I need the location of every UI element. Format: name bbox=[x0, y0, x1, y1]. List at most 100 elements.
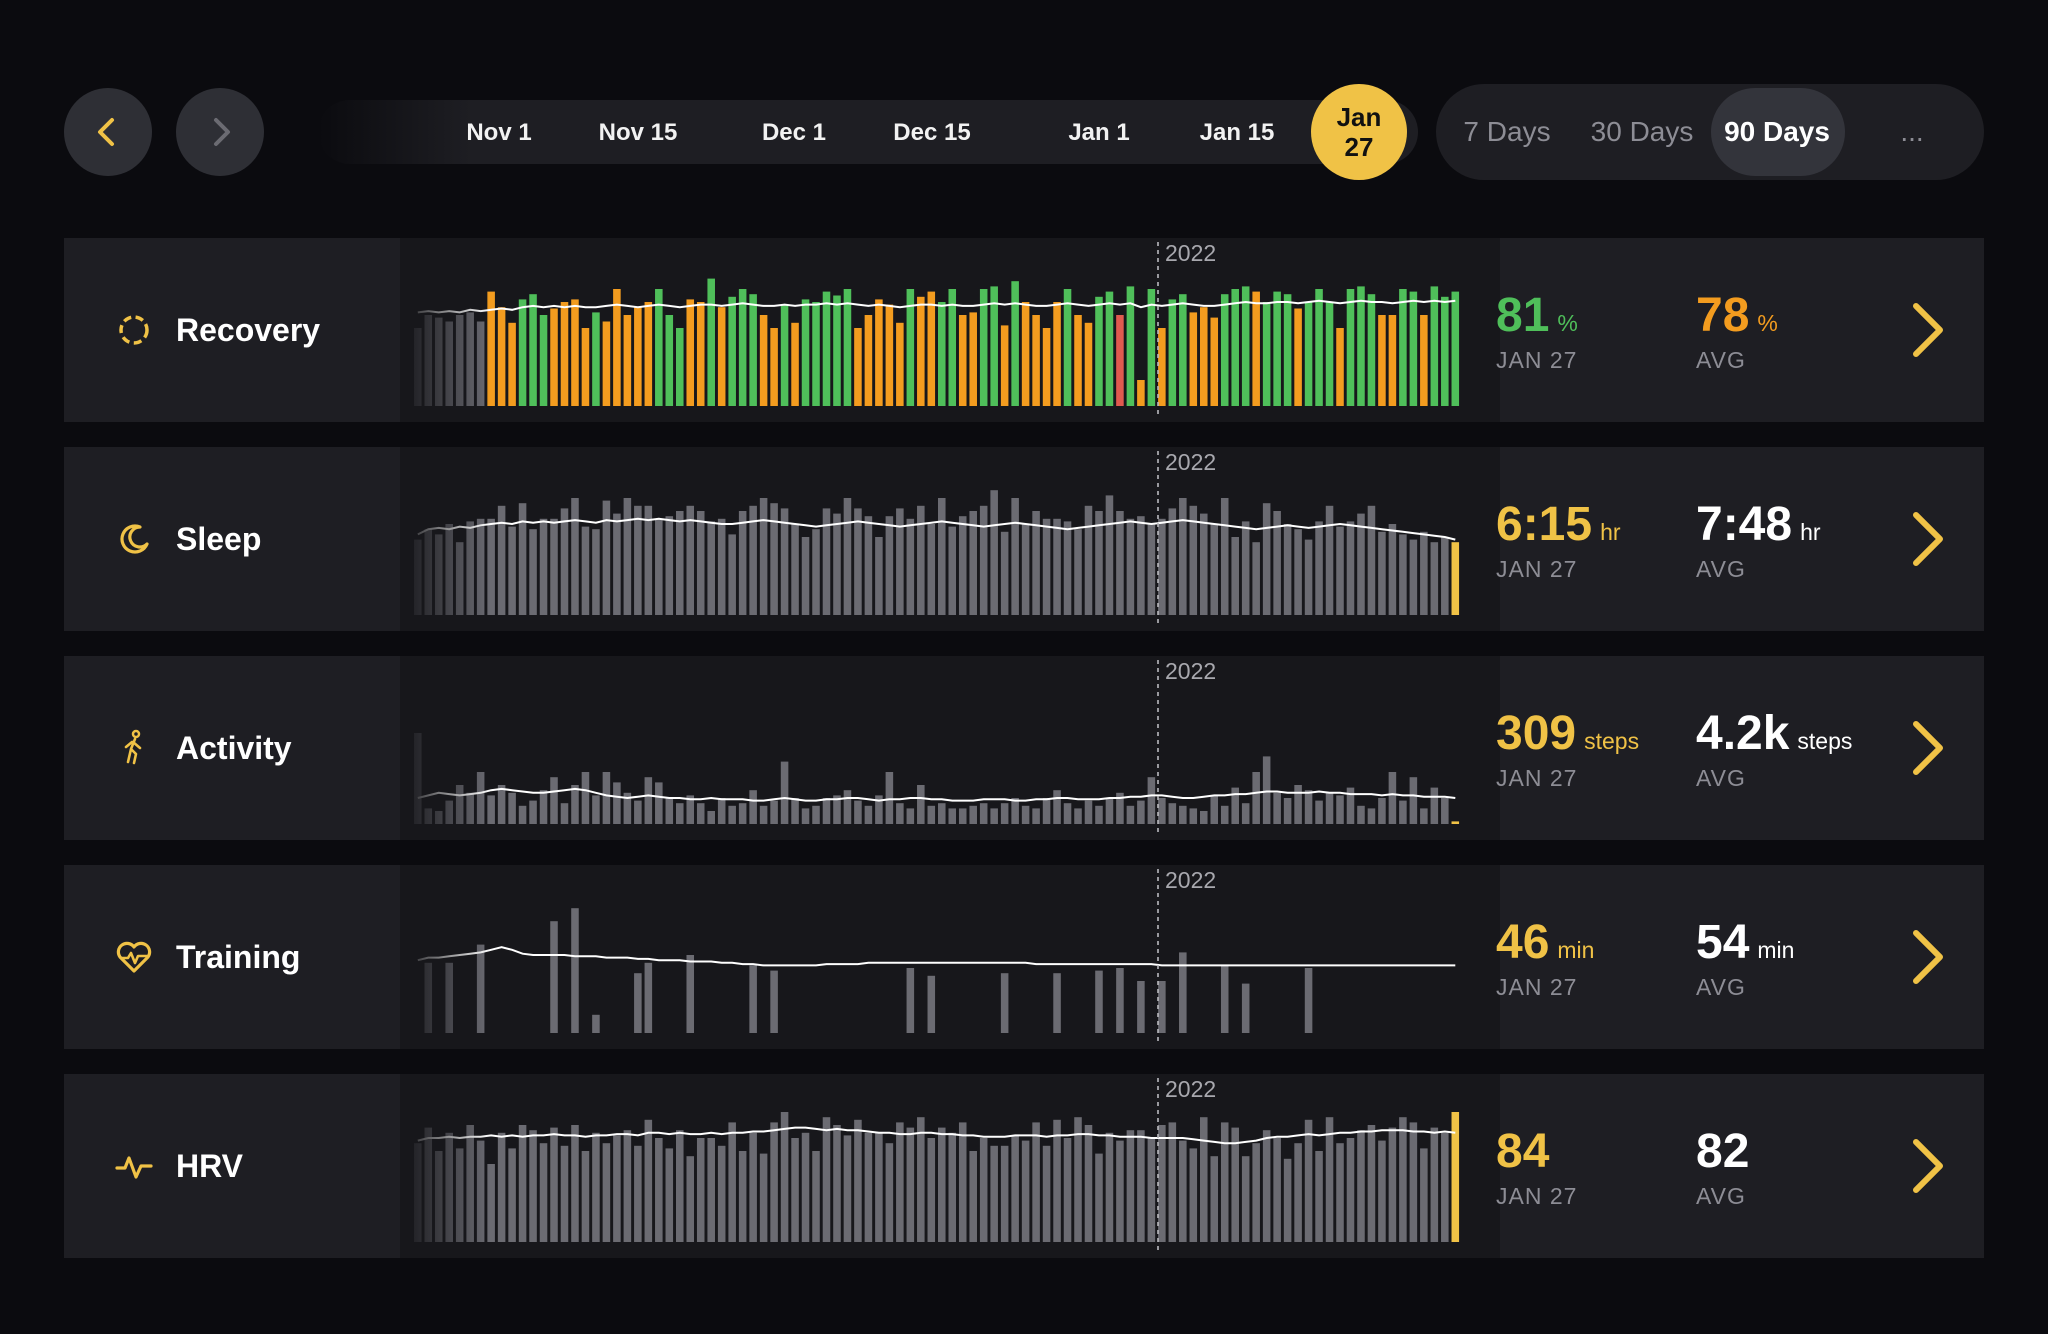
metric-stats-panel[interactable] bbox=[1436, 1074, 1984, 1258]
chevron-right-icon[interactable] bbox=[1894, 1134, 1958, 1198]
metric-chart-svg bbox=[400, 656, 1460, 840]
timeline-label-jan-1[interactable]: Jan 1 bbox=[1068, 119, 1130, 146]
bar bbox=[1220, 294, 1229, 406]
range-90-days[interactable]: 90 Days bbox=[1724, 116, 1830, 147]
trend-line bbox=[417, 299, 1456, 314]
year-divider-label: 2022 bbox=[1165, 867, 1217, 893]
bar bbox=[1147, 289, 1156, 406]
bar bbox=[1336, 1143, 1344, 1242]
bar bbox=[927, 291, 936, 406]
bar bbox=[979, 505, 988, 615]
bar bbox=[623, 792, 632, 824]
chevron-right-icon[interactable] bbox=[1894, 298, 1958, 362]
bar bbox=[906, 518, 915, 615]
bar bbox=[728, 534, 736, 615]
bar bbox=[1357, 805, 1365, 824]
bar bbox=[759, 498, 768, 615]
year-divider-label: 2022 bbox=[1165, 658, 1217, 684]
range-more[interactable]: ... bbox=[1900, 116, 1924, 147]
bar bbox=[1441, 798, 1449, 824]
bar bbox=[1200, 307, 1208, 406]
metric-stats-panel[interactable] bbox=[1436, 238, 1984, 422]
today-stat: 84 JAN 27 bbox=[1496, 1124, 1577, 1210]
metric-row-sleep: Sleep 2022 6:15 hr JAN 27 7:48 hr AVG bbox=[64, 447, 1984, 631]
bar bbox=[979, 803, 988, 824]
previous-button[interactable] bbox=[64, 88, 152, 176]
range-30-days[interactable]: 30 Days bbox=[1590, 116, 1694, 147]
timeline-label-nov-15[interactable]: Nov 15 bbox=[598, 119, 678, 146]
bar bbox=[613, 782, 621, 824]
bar bbox=[1430, 1127, 1439, 1242]
chart-fade bbox=[400, 447, 490, 631]
bar bbox=[592, 1132, 600, 1242]
bar bbox=[1032, 1122, 1040, 1242]
timeline-label-nov-1[interactable]: Nov 1 bbox=[466, 119, 532, 146]
metric-chart[interactable]: 2022 bbox=[400, 447, 1500, 631]
timeline-label-jan-15[interactable]: Jan 15 bbox=[1199, 119, 1275, 146]
bar bbox=[833, 295, 841, 406]
chevron-right-icon[interactable] bbox=[1894, 507, 1958, 571]
avg-stat: 4.2k steps AVG bbox=[1696, 706, 1852, 792]
bar bbox=[1273, 511, 1281, 615]
metric-name: HRV bbox=[176, 1148, 243, 1184]
pulse-line-icon bbox=[115, 1156, 153, 1179]
bar bbox=[676, 1130, 684, 1242]
metric-stats-panel[interactable] bbox=[1436, 656, 1984, 840]
bar bbox=[854, 800, 862, 824]
timeline-label-dec-15[interactable]: Dec 15 bbox=[893, 119, 971, 146]
bar bbox=[1116, 1140, 1124, 1242]
bar bbox=[1053, 973, 1061, 1033]
metric-label-panel[interactable]: Training bbox=[64, 865, 400, 1049]
timeline-track[interactable] bbox=[318, 100, 1418, 164]
bar bbox=[1262, 302, 1271, 406]
bar bbox=[969, 312, 977, 406]
next-button[interactable] bbox=[176, 88, 264, 176]
chevron-right-icon[interactable] bbox=[1894, 925, 1958, 989]
metric-label-panel[interactable]: HRV bbox=[64, 1074, 400, 1258]
bar bbox=[1095, 1153, 1103, 1242]
metric-chart[interactable]: 2022 bbox=[400, 656, 1500, 840]
chevron-right-icon[interactable] bbox=[1894, 716, 1958, 780]
avg-stat: 54 min AVG bbox=[1696, 915, 1794, 1001]
bar bbox=[1346, 787, 1355, 824]
chevron-right-icon bbox=[214, 118, 230, 146]
bar bbox=[1294, 785, 1302, 824]
metric-label-panel[interactable]: Recovery bbox=[64, 238, 400, 422]
metric-name: Activity bbox=[176, 730, 292, 766]
bar bbox=[1105, 495, 1114, 615]
metric-chart[interactable]: 2022 bbox=[400, 865, 1500, 1049]
selected-date-bubble[interactable]: Jan 27 bbox=[1311, 84, 1407, 180]
bar bbox=[1126, 286, 1135, 406]
metric-label-panel[interactable]: Activity bbox=[64, 656, 400, 840]
bar bbox=[571, 498, 579, 615]
metric-label-panel[interactable]: Sleep bbox=[64, 447, 400, 631]
bar bbox=[864, 1132, 873, 1242]
metric-row-training: Training 2022 46 min JAN 27 54 min AVG bbox=[64, 865, 1984, 1049]
metric-chart[interactable]: 2022 bbox=[400, 1074, 1500, 1258]
bar bbox=[1063, 803, 1072, 824]
bar bbox=[1105, 1132, 1114, 1242]
bar bbox=[1441, 1132, 1449, 1242]
metric-stats-panel[interactable] bbox=[1436, 447, 1984, 631]
bar bbox=[1179, 294, 1187, 406]
bar bbox=[1451, 1112, 1460, 1242]
bar bbox=[1378, 1140, 1386, 1242]
bar bbox=[665, 315, 674, 406]
bar bbox=[958, 1122, 967, 1242]
bar bbox=[1283, 524, 1292, 615]
bar bbox=[1315, 521, 1323, 615]
timeline-label-dec-1[interactable]: Dec 1 bbox=[761, 119, 827, 146]
bar bbox=[1388, 315, 1397, 406]
metric-chart[interactable]: 2022 bbox=[400, 238, 1500, 422]
bar bbox=[1378, 531, 1386, 615]
bar bbox=[1357, 286, 1365, 406]
bar bbox=[707, 811, 715, 824]
metric-stats-panel[interactable] bbox=[1436, 865, 1984, 1049]
bar bbox=[717, 798, 726, 824]
range-7-days[interactable]: 7 Days bbox=[1463, 116, 1551, 147]
bar bbox=[822, 291, 831, 406]
bar bbox=[906, 1127, 915, 1242]
today-value: 46 bbox=[1496, 916, 1550, 969]
avg-stat: 82 AVG bbox=[1696, 1124, 1757, 1210]
bar bbox=[843, 790, 852, 824]
